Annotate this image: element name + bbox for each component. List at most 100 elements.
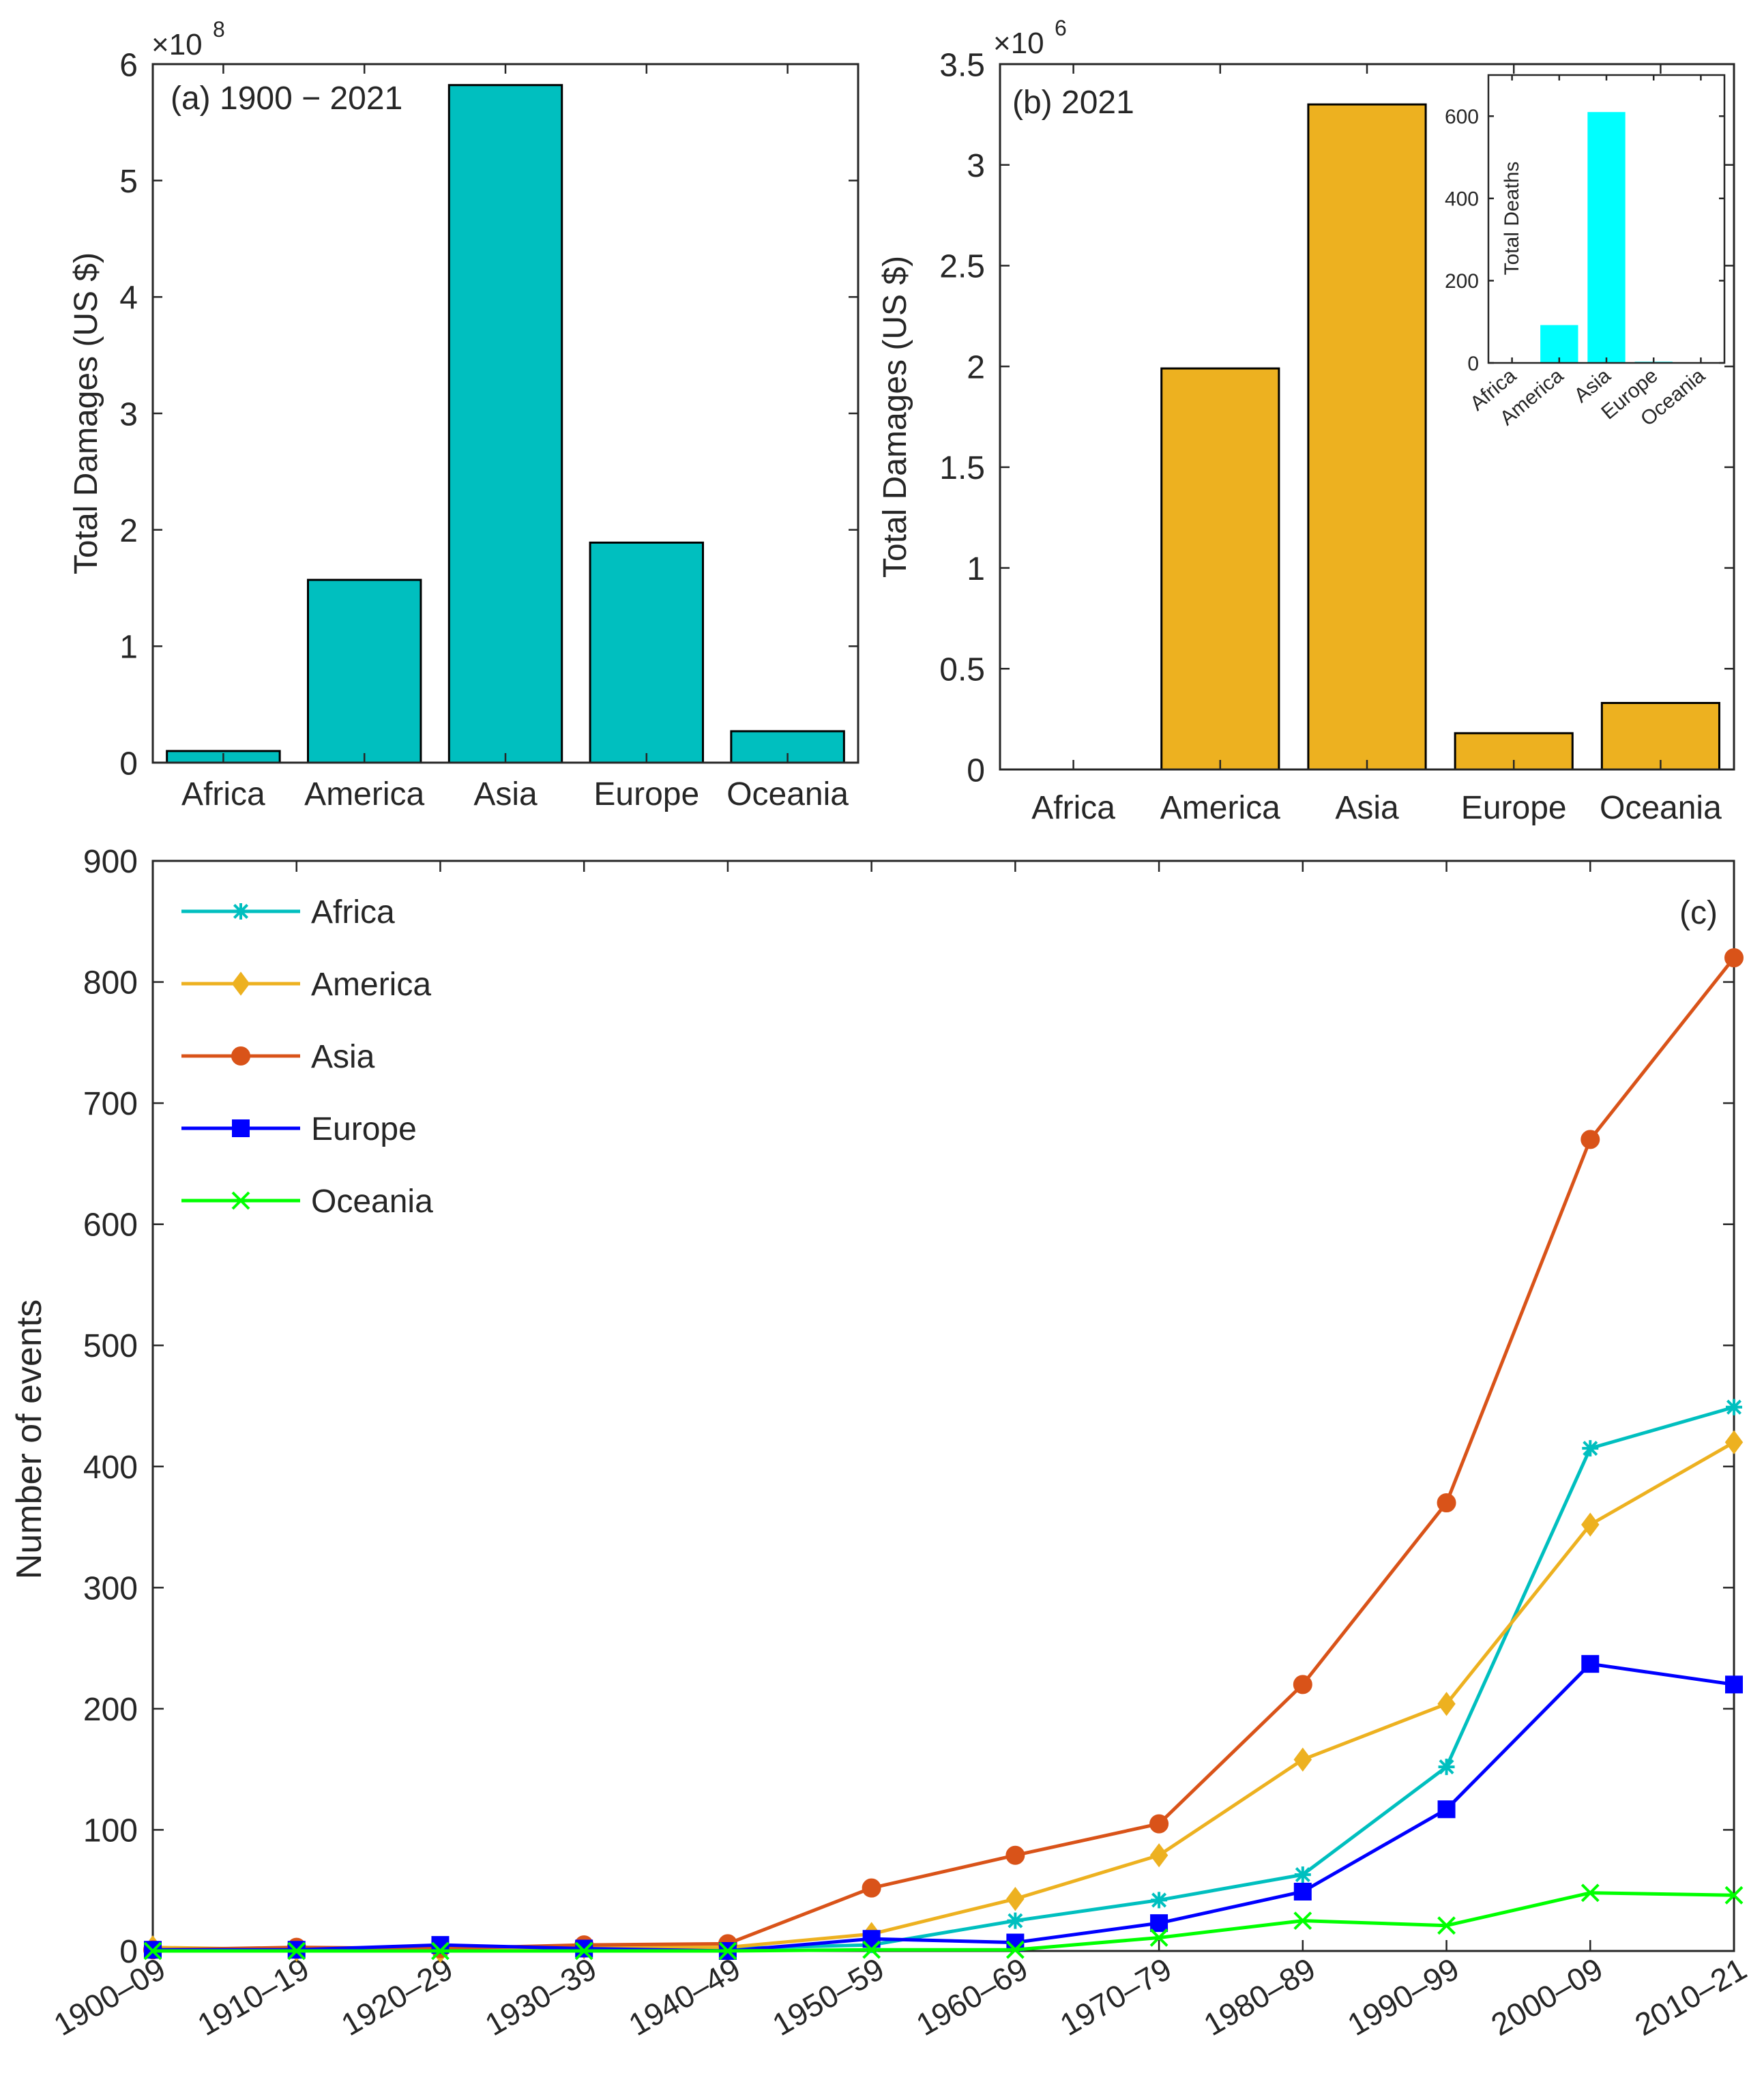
inset-ytick-label-600: 600 (1445, 106, 1479, 128)
panel-a-chart: Africa America Asia Europe Oceania 0 1 2 3 4 5 6 (a… (68, 17, 859, 812)
panel-a-xtick-label-oceania: Oceania (726, 776, 849, 812)
series-point-africa-2010-21 (1726, 1398, 1742, 1415)
series-point-africa-1960-69 (1007, 1912, 1024, 1929)
panel-b-ytick-label-3-5: 3.5 (939, 47, 985, 83)
series-point-europe-1990-99 (1437, 1800, 1456, 1819)
panel-b-xtick-label-africa: Africa (1031, 790, 1115, 826)
panel-a-ytick-label-0: 0 (119, 746, 138, 782)
panel-a-label: (a) 1900 − 2021 (171, 80, 402, 117)
panel-a-ytick-label-3: 3 (119, 396, 138, 432)
panel-a-exponent: 8 (213, 17, 225, 42)
panel-b-ytick-label-1: 1 (967, 551, 985, 587)
series-point-africa-2000-09 (1582, 1440, 1599, 1457)
panel-a-xtick-label-europe: Europe (593, 776, 699, 812)
series-point-europe-1970-79 (1150, 1914, 1168, 1933)
panel-c-ytick-label-800: 800 (83, 965, 138, 1001)
legend-marker-oceania (231, 1191, 250, 1210)
series-point-oceania-2010-21 (1724, 1885, 1744, 1905)
panel-b-ytick-label-0: 0 (967, 752, 985, 789)
panel-a-ytick-label-4: 4 (119, 280, 138, 317)
panel-b-ytick-label-2-5: 2.5 (939, 249, 985, 285)
panel-b-ytick-label-1-5: 1.5 (939, 450, 985, 486)
legend-label-africa: Africa (311, 894, 395, 930)
series-point-oceania-1980-89 (1293, 1911, 1312, 1931)
series-point-oceania-2000-09 (1581, 1883, 1600, 1903)
legend-item-oceania: Oceania (181, 1184, 433, 1220)
series-point-oceania-1910-19 (287, 1941, 306, 1961)
legend-item-america: America (181, 967, 431, 1003)
legend-label-oceania: Oceania (311, 1184, 433, 1220)
panel-b-ylabel: Total Damages (US $) (877, 256, 913, 578)
panel-a-ytick-label-1: 1 (119, 630, 138, 666)
legend-marker-africa (233, 903, 249, 920)
series-point-asia-1960-69 (1005, 1845, 1025, 1865)
panel-a-xtick-label-america: America (304, 776, 424, 812)
legend-label-asia: Asia (311, 1039, 375, 1075)
inset-ylabel: Total Deaths (1501, 162, 1523, 276)
panel-a-ytick-label-2: 2 (119, 513, 138, 549)
series-point-oceania-1960-69 (1005, 1940, 1025, 1959)
series-line-europe (153, 1662, 1735, 1953)
series-point-oceania-1930-39 (574, 1941, 593, 1961)
panel-c-ytick-label-200: 200 (83, 1692, 138, 1728)
series-point-oceania-1940-49 (718, 1941, 737, 1961)
legend-label-europe: Europe (311, 1111, 417, 1147)
panel-a-ytick-label-5: 5 (119, 164, 138, 200)
series-point-america-2010-21 (1724, 1430, 1744, 1454)
panel-b-ticks: Africa America Asia Europe Oceania 0 0.5 1 1.5 2 2… (939, 47, 1734, 826)
panel-a-bar-europe (589, 541, 705, 764)
panel-c-ytick-label-300: 300 (83, 1570, 138, 1606)
panel-b-ytick-label-2: 2 (967, 349, 985, 385)
inset-ytick-label-400: 400 (1445, 188, 1479, 211)
series-point-america-2000-09 (1581, 1512, 1600, 1537)
series-point-america-1960-69 (1006, 1886, 1025, 1911)
panel-b-label: (b) 2021 (1012, 85, 1134, 121)
panel-b-bar-asia (1307, 103, 1427, 771)
panel-a-xtick-label-asia: Asia (473, 776, 538, 812)
panel-a-bar-asia (447, 84, 563, 764)
series-point-asia-1980-89 (1293, 1675, 1312, 1694)
inset-bar-america (1540, 325, 1578, 363)
panel-a-bar-america (306, 578, 422, 764)
legend-marker-america (231, 971, 250, 996)
series-point-america-1980-89 (1293, 1747, 1312, 1772)
inset-bar-asia (1587, 112, 1626, 363)
panel-c-ytick-label-600: 600 (83, 1207, 138, 1244)
panel-b-chart: Africa America Asia Europe Oceania 0 0.5 1 1.5 2 2… (877, 16, 1735, 826)
series-point-europe-2010-21 (1725, 1675, 1743, 1694)
series-oceania (143, 1883, 1744, 1961)
legend-label-america: America (311, 967, 431, 1003)
panel-c-ytick-label-0: 0 (119, 1934, 138, 1970)
panel-a-bars (166, 84, 845, 764)
series-point-oceania-1950-59 (862, 1940, 881, 1959)
legend-marker-europe (232, 1119, 250, 1137)
panel-c-ytick-label-900: 900 (83, 844, 138, 880)
panel-c-ylabel: Number of events (10, 1300, 49, 1579)
panel-c-ytick-label-100: 100 (83, 1813, 138, 1849)
series-point-africa-1990-99 (1438, 1759, 1455, 1776)
panel-c-lines (143, 948, 1744, 1963)
legend-item-asia: Asia (181, 1039, 375, 1075)
series-line-oceania (153, 1891, 1735, 1953)
legend-item-europe: Europe (181, 1111, 417, 1147)
panel-b-xtick-label-asia: Asia (1335, 790, 1399, 826)
panel-c-legend: Africa America Asia Europe Oceania (181, 894, 433, 1220)
panel-c-ytick-label-500: 500 (83, 1328, 138, 1364)
panel-b-ytick-label-0-5: 0.5 (939, 652, 985, 688)
panel-b-xtick-label-europe: Europe (1461, 790, 1567, 826)
series-point-europe-1930-39 (575, 1939, 593, 1958)
series-line-asia (152, 956, 1735, 1952)
panel-c-label: (c) (1679, 895, 1718, 931)
series-point-asia-1950-59 (862, 1878, 881, 1898)
panel-b-bars (1160, 103, 1720, 771)
series-point-africa-1980-89 (1294, 1866, 1311, 1883)
series-point-africa-1970-79 (1151, 1892, 1168, 1909)
series-point-asia-2000-09 (1581, 1130, 1600, 1149)
panel-b-exponent: 6 (1055, 16, 1067, 40)
panel-a-ytick-label-6: 6 (119, 47, 138, 83)
panel-a-exponent-base: ×10 (151, 28, 203, 61)
inset-ytick-label-0: 0 (1467, 353, 1479, 375)
panel-b-ytick-label-3: 3 (967, 148, 985, 184)
